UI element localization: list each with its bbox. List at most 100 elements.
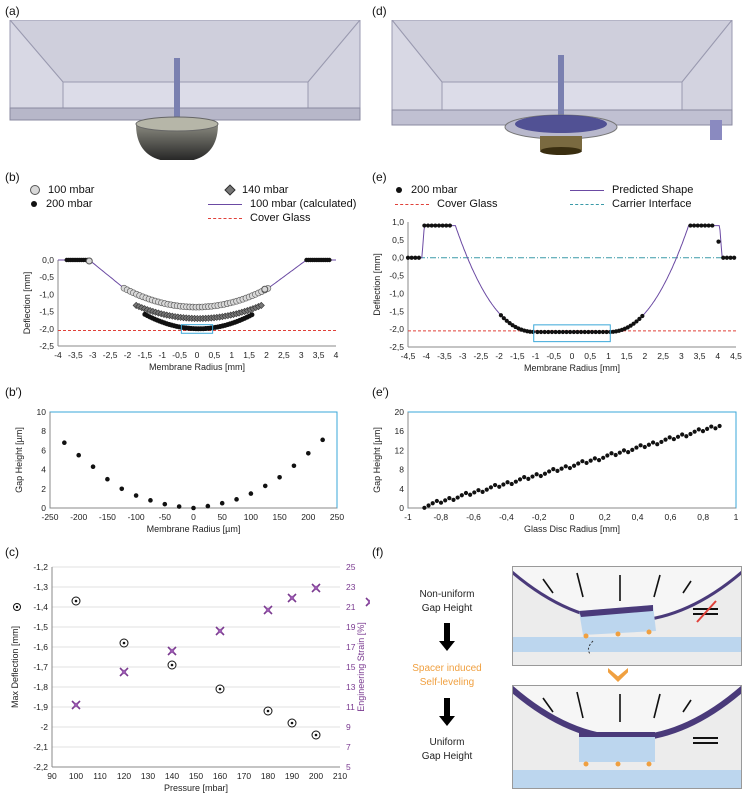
- data-point: [592, 456, 597, 461]
- data-point: [609, 451, 614, 456]
- x-tick-label: -0,5: [546, 351, 561, 361]
- deflection-point-dot: [170, 663, 174, 667]
- data-point: [709, 424, 714, 429]
- y-axis-title: Deflection [mm]: [372, 253, 382, 316]
- data-point: [262, 483, 268, 489]
- x-tick-label: 3: [679, 351, 684, 361]
- y-tick-label: -1,6: [33, 642, 48, 652]
- strain-point-dot: [217, 628, 223, 634]
- data-point: [277, 474, 282, 480]
- legend-b-cover: Cover Glass: [250, 212, 311, 224]
- zoom-box: [180, 324, 214, 334]
- y-tick-label: 10: [37, 407, 47, 417]
- data-point: [675, 434, 681, 439]
- y2-tick-label: 11: [346, 702, 355, 712]
- data-point: [434, 498, 439, 504]
- data-point: [680, 432, 685, 437]
- legend-marker-200: [31, 201, 37, 208]
- data-point: [413, 255, 418, 260]
- x-tick-label: 200: [301, 512, 315, 522]
- x-tick-label: -50: [159, 512, 172, 522]
- data-point: [671, 436, 676, 442]
- x-tick-label: 150: [273, 512, 287, 522]
- data-point: [505, 480, 510, 485]
- data-point: [248, 491, 254, 496]
- data-point: [617, 450, 622, 455]
- legend-e-200: 200 mbar: [411, 184, 458, 196]
- y-tick-label: 6: [41, 445, 46, 455]
- x-tick-label: 160: [213, 771, 227, 781]
- y2-tick-label: 21: [346, 602, 356, 612]
- data-point: [692, 429, 697, 434]
- panel-label-c: (c): [5, 545, 19, 559]
- data-point: [659, 439, 664, 445]
- x-tick-label: -2,5: [474, 351, 489, 361]
- data-point: [191, 505, 196, 511]
- y2-tick-label: 17: [346, 642, 356, 652]
- data-point: [696, 427, 701, 432]
- x-tick-label: 4: [715, 351, 720, 361]
- deflection-point-dot: [314, 733, 318, 737]
- data-point: [257, 301, 265, 309]
- deflection-point-dot: [290, 721, 294, 725]
- calc-curve: [58, 259, 336, 308]
- chart-b: -4 -3,5 -3 -2,5 -2 -1,5 -1 -0,5 0 0,5 1 1,5 2 2,5 3 3,5…: [22, 255, 339, 372]
- data-point: [426, 503, 431, 508]
- data-point: [409, 255, 414, 260]
- x-tick-label: 150: [189, 771, 203, 781]
- data-point: [634, 319, 639, 324]
- x-tick-label: -0,6: [466, 512, 481, 522]
- data-point: [596, 458, 602, 463]
- y-tick-label: -2,5: [39, 341, 54, 351]
- legend-marker-deflection-dot: [15, 605, 19, 609]
- data-point: [579, 329, 584, 335]
- data-point: [580, 459, 585, 464]
- x-tick-label: -2: [124, 350, 132, 360]
- data-point: [443, 498, 448, 503]
- data-point: [663, 437, 668, 442]
- x-tick-label: 250: [330, 512, 344, 522]
- legend-marker-100: [30, 185, 40, 196]
- y-tick-label: -1,5: [389, 306, 404, 316]
- y-tick-label: -2,0: [389, 324, 404, 334]
- data-point: [327, 257, 332, 263]
- data-point: [119, 486, 125, 492]
- f-arrow-2: [444, 698, 450, 718]
- strain-point-dot: [289, 595, 295, 601]
- data-point: [571, 463, 577, 468]
- data-point: [530, 474, 535, 479]
- data-point: [716, 239, 721, 244]
- deflection-point-dot: [266, 709, 270, 713]
- data-point: [162, 501, 168, 507]
- data-point: [62, 440, 67, 446]
- f-box-top-drawing: [513, 567, 741, 656]
- x-tick-label: 4: [334, 350, 339, 360]
- x-tick-label: -0,4: [499, 512, 514, 522]
- x-tick-label: 0: [195, 350, 200, 360]
- data-point: [451, 497, 456, 502]
- chart-e: -4,5 -4 -3,5 -3 -2,5 -2 -1,5 -1 -0,5 0 0,5 1 1,5 2 2,5…: [372, 217, 742, 373]
- panel-label-ep: (e′): [372, 385, 389, 399]
- x-tick-label: -4,5: [401, 351, 416, 361]
- x-tick-label: 190: [285, 771, 299, 781]
- x-tick-label: -4: [422, 351, 430, 361]
- data-point: [638, 443, 643, 448]
- deflection-point-dot: [218, 687, 222, 691]
- data-point: [589, 329, 595, 335]
- x-tick-label: 1,5: [621, 351, 633, 361]
- x-tick-label: 170: [237, 771, 251, 781]
- data-point: [547, 469, 552, 474]
- data-point: [630, 447, 635, 452]
- legend-b: 100 mbar 200 mbar 140 mbar 100 mbar (cal…: [30, 184, 360, 224]
- legend-marker-strain-dot: [367, 599, 370, 605]
- x-tick-label: 0: [191, 512, 196, 522]
- legend-b-calc: 100 mbar (calculated): [250, 198, 357, 210]
- x-tick-label: 100: [69, 771, 83, 781]
- x-tick-label: -2: [495, 351, 503, 361]
- strain-point-dot: [121, 669, 127, 675]
- data-point: [691, 223, 697, 228]
- y-axis-title: Deflection [mm]: [22, 272, 32, 335]
- x-tick-label: -1,5: [138, 350, 153, 360]
- data-point: [219, 500, 225, 506]
- data-point: [538, 329, 544, 335]
